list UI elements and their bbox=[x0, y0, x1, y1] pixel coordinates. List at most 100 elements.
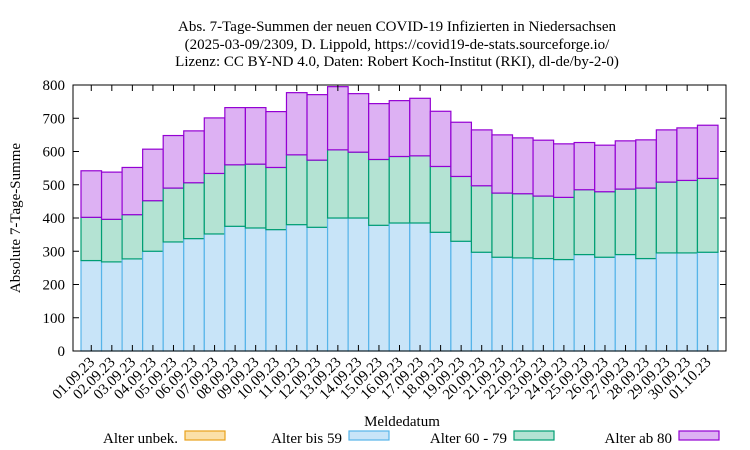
bar-segment-3-9 bbox=[265, 110, 288, 169]
bar-segment-3-4 bbox=[162, 134, 185, 189]
bar-segment-2-1 bbox=[100, 218, 123, 263]
bar-segment-2-11 bbox=[306, 159, 329, 228]
bar-segment-3-11 bbox=[306, 94, 329, 161]
legend-label: Alter 60 - 79 bbox=[430, 431, 507, 447]
bar-segment-3-29 bbox=[676, 127, 699, 182]
bar-segment-2-8 bbox=[244, 163, 267, 229]
bar-segment-3-10 bbox=[285, 92, 308, 156]
legend-swatch bbox=[184, 430, 226, 441]
bar-segment-2-17 bbox=[429, 165, 452, 233]
bar-segment-2-21 bbox=[511, 193, 534, 259]
bar-segment-2-7 bbox=[224, 164, 246, 227]
bar-segment-1-9 bbox=[265, 229, 288, 352]
bar-segment-2-2 bbox=[121, 214, 144, 260]
bar-segment-2-19 bbox=[470, 185, 493, 253]
bar-segment-3-23 bbox=[553, 143, 575, 198]
bar-segment-2-4 bbox=[162, 187, 185, 243]
bar-segment-3-21 bbox=[511, 137, 534, 195]
bar-segment-1-26 bbox=[614, 253, 637, 352]
y-tick-label: 200 bbox=[43, 278, 66, 294]
bar-segment-3-30 bbox=[696, 124, 719, 180]
bar-segment-2-26 bbox=[614, 188, 637, 256]
bar-segment-1-6 bbox=[203, 233, 226, 352]
bar-segment-3-18 bbox=[450, 121, 473, 178]
bar-segment-1-17 bbox=[429, 231, 452, 352]
bar-segment-3-0 bbox=[80, 170, 103, 218]
bar-segment-1-20 bbox=[491, 256, 514, 352]
bar-segment-1-7 bbox=[224, 225, 246, 352]
bar-segment-2-14 bbox=[368, 158, 390, 226]
bar-segment-2-5 bbox=[183, 182, 205, 240]
bar-segment-1-16 bbox=[409, 222, 431, 352]
bar-segment-1-12 bbox=[326, 217, 349, 352]
chart-title-line-2: (2025-03-09/2309, D. Lippold, https://co… bbox=[185, 37, 610, 53]
bar-segment-3-19 bbox=[470, 129, 493, 187]
x-axis-title: Meldedatum bbox=[364, 414, 440, 430]
bar-segment-1-14 bbox=[368, 224, 390, 352]
bar-segment-1-29 bbox=[676, 252, 699, 352]
chart-title-line-1: Abs. 7-Tage-Summen der neuen COVID-19 In… bbox=[178, 19, 616, 35]
y-tick-label: 100 bbox=[43, 311, 66, 327]
bar-segment-1-1 bbox=[100, 261, 123, 352]
legend-swatch bbox=[513, 430, 555, 441]
bar-segment-1-3 bbox=[142, 250, 164, 352]
bar-segment-3-20 bbox=[491, 134, 514, 194]
legend-label: Alter ab 80 bbox=[605, 431, 672, 447]
legend-label: Alter unbek. bbox=[103, 431, 178, 447]
bar-segment-1-8 bbox=[244, 227, 267, 352]
bar-segment-2-13 bbox=[347, 151, 370, 219]
bar-segment-1-21 bbox=[511, 257, 534, 352]
bar-segment-2-16 bbox=[409, 155, 431, 224]
bar-segment-1-24 bbox=[573, 253, 596, 352]
bar-segment-2-0 bbox=[80, 216, 103, 262]
bar-segment-1-13 bbox=[347, 217, 370, 352]
chart-title-line-3: Lizenz: CC BY-ND 4.0, Daten: Robert Koch… bbox=[175, 54, 619, 70]
bar-segment-3-12 bbox=[326, 86, 349, 151]
y-tick-label: 300 bbox=[43, 244, 66, 260]
bar-segment-1-28 bbox=[655, 252, 678, 352]
bar-segment-3-26 bbox=[614, 140, 637, 190]
bar-segment-3-24 bbox=[573, 141, 596, 191]
y-tick-label: 600 bbox=[43, 145, 66, 161]
y-tick-label: 400 bbox=[43, 211, 66, 227]
bar-segment-1-30 bbox=[696, 251, 719, 352]
bar-segment-2-27 bbox=[635, 187, 657, 260]
bar-segment-3-5 bbox=[183, 130, 205, 184]
bar-segment-3-3 bbox=[142, 148, 164, 202]
bar-segment-3-1 bbox=[100, 171, 123, 220]
bar-segment-1-18 bbox=[450, 240, 473, 352]
bar-segment-2-6 bbox=[203, 172, 226, 235]
legend-swatch bbox=[678, 430, 720, 441]
legend-swatch bbox=[348, 430, 390, 441]
y-tick-label: 700 bbox=[43, 111, 66, 127]
y-tick-label: 0 bbox=[58, 344, 66, 360]
bar-segment-3-8 bbox=[244, 107, 267, 165]
bar-segment-2-20 bbox=[491, 192, 514, 258]
bar-segment-2-10 bbox=[285, 154, 308, 226]
bar-segment-2-15 bbox=[388, 155, 411, 224]
bar-segment-3-17 bbox=[429, 110, 452, 168]
bar-segment-3-13 bbox=[347, 93, 370, 153]
bar-segment-2-30 bbox=[696, 177, 719, 253]
bar-segment-2-24 bbox=[573, 189, 596, 256]
bar-segment-3-14 bbox=[368, 103, 390, 161]
bar-segment-3-2 bbox=[121, 166, 144, 216]
y-tick-label: 800 bbox=[43, 78, 66, 94]
bar-segment-1-22 bbox=[532, 257, 555, 352]
bar-segment-2-29 bbox=[676, 179, 699, 254]
bar-stacks bbox=[80, 86, 719, 352]
bar-segment-3-22 bbox=[532, 139, 555, 197]
bar-segment-3-28 bbox=[655, 129, 678, 183]
bar-segment-1-5 bbox=[183, 238, 205, 352]
bar-segment-1-19 bbox=[470, 251, 493, 352]
bar-segment-1-25 bbox=[594, 256, 616, 352]
y-tick-label: 500 bbox=[43, 178, 66, 194]
bar-segment-1-2 bbox=[121, 258, 144, 352]
bar-segment-1-4 bbox=[162, 241, 185, 352]
y-axis-title: Absolute 7-Tage-Summe bbox=[8, 143, 24, 294]
bar-segment-1-27 bbox=[635, 257, 657, 352]
bar-segment-3-27 bbox=[635, 139, 657, 189]
bar-segment-1-15 bbox=[388, 222, 411, 352]
bar-segment-1-11 bbox=[306, 226, 329, 352]
legend: Alter unbek. Alter bis 59 Alter 60 - 79 Alt… bbox=[103, 430, 720, 447]
